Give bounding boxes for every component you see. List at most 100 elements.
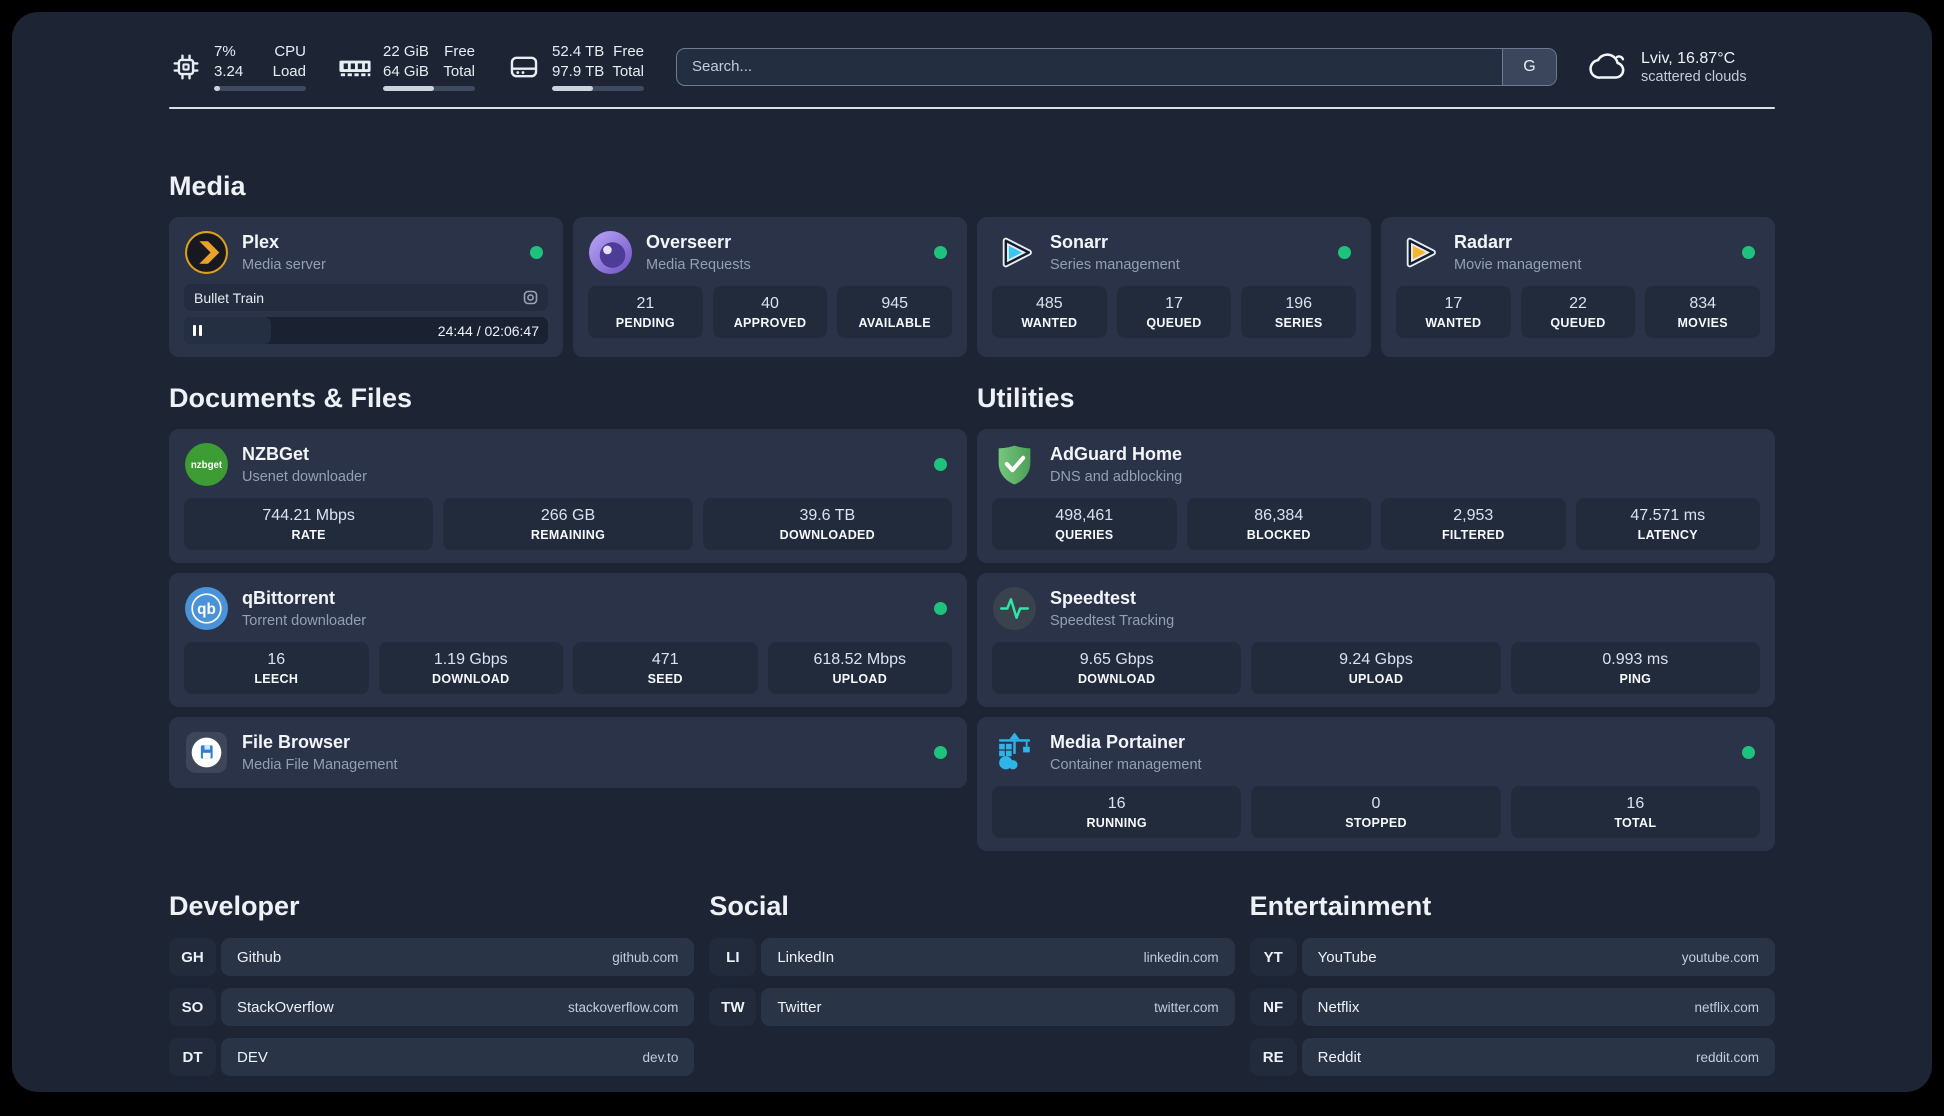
bookmark-abbr: GH: [169, 938, 216, 976]
top-bar: 7% 3.24 CPU Load: [169, 12, 1775, 91]
cloud-icon: [1589, 52, 1625, 79]
speedtest-app-link[interactable]: Speedtest Speedtest Tracking: [992, 586, 1760, 631]
bookmark-dev[interactable]: DT DEV dev.to: [169, 1038, 695, 1076]
bookmark-url: youtube.com: [1681, 949, 1759, 965]
section-heading-developer: Developer: [169, 891, 300, 921]
filebrowser-icon: [186, 732, 227, 773]
stat-label: APPROVED: [733, 315, 807, 330]
bookmark-group-developer: Developer GH Github github.com SO StackO…: [169, 891, 695, 1076]
media-grid: Plex Media server Bullet Train: [169, 217, 1775, 357]
overseerr-stats: 21 PENDING 40 APPROVED 945 AVAILABLE: [588, 286, 953, 338]
stat-box: 618.52 Mbps UPLOAD: [767, 642, 952, 694]
radarr-stats: 17 WANTED 22 QUEUED 834 MOVIES: [1396, 286, 1761, 338]
stat-box: 86,384 BLOCKED: [1186, 498, 1371, 550]
bookmark-link-body: YouTube youtube.com: [1301, 938, 1775, 976]
stat-value: 266 GB: [540, 506, 596, 524]
bookmark-url: netflix.com: [1694, 999, 1759, 1015]
disk-values: 52.4 TB 97.9 TB: [552, 42, 604, 81]
portainer-app-link[interactable]: Media Portainer Container management: [992, 730, 1742, 775]
sonarr-app-link[interactable]: Sonarr Series management: [992, 230, 1338, 275]
now-playing-time: 24:44 / 02:06:47: [437, 322, 539, 339]
radarr-titles: Radarr Movie management: [1454, 232, 1581, 273]
bookmark-stackoverflow[interactable]: SO StackOverflow stackoverflow.com: [169, 988, 695, 1026]
stat-label: RUNNING: [1086, 815, 1147, 830]
radarr-app-link[interactable]: Radarr Movie management: [1396, 230, 1742, 275]
disk-total-value: 97.9 TB: [552, 62, 605, 80]
section-heading-media: Media: [169, 171, 246, 201]
app-subtitle: Speedtest Tracking: [1050, 612, 1175, 629]
qbittorrent-app-link[interactable]: qb qBittorrent Torrent downloader: [184, 586, 934, 631]
stat-label: QUERIES: [1055, 527, 1114, 542]
speedtest-icon: [993, 587, 1036, 630]
stat-label: PENDING: [615, 315, 675, 330]
now-playing-track: Bullet Train: [194, 289, 265, 306]
stat-label: TOTAL: [1614, 815, 1657, 830]
bookmark-abbr: YT: [1249, 938, 1297, 976]
app-subtitle: Movie management: [1454, 256, 1582, 273]
bookmark-reddit[interactable]: RE Reddit reddit.com: [1249, 1038, 1775, 1076]
bookmark-group-social: Social LI LinkedIn linkedin.com TW Twitt…: [709, 891, 1235, 1026]
section-heading-entertainment: Entertainment: [1249, 891, 1432, 921]
app-subtitle: Container management: [1050, 756, 1202, 773]
stat-label: QUEUED: [1146, 315, 1202, 330]
stat-value: 834: [1689, 294, 1717, 312]
adguard-app-link[interactable]: AdGuard Home DNS and adblocking: [992, 442, 1760, 487]
cpu-values: 7% 3.24: [214, 42, 243, 81]
bookmark-url: reddit.com: [1695, 1049, 1759, 1065]
status-online-dot: [1742, 746, 1755, 759]
status-online-dot: [1742, 246, 1755, 259]
system-stats: 7% 3.24 CPU Load: [169, 42, 644, 91]
bookmark-url: twitter.com: [1154, 999, 1219, 1015]
stat-box: 0.993 ms PING: [1510, 642, 1760, 694]
bookmark-youtube[interactable]: YT YouTube youtube.com: [1249, 938, 1775, 976]
stat-value: 498,461: [1055, 506, 1114, 524]
stat-label: RATE: [291, 527, 326, 542]
sonarr-stats: 485 WANTED 17 QUEUED 196 SERIES: [992, 286, 1357, 338]
stat-value: 0.993 ms: [1602, 650, 1669, 668]
weather-location-temp: Lviv, 16.87°C: [1641, 49, 1736, 67]
stat-box: 17 QUEUED: [1116, 286, 1232, 338]
app-title: AdGuard Home: [1050, 444, 1183, 465]
stat-value: 22: [1569, 294, 1587, 312]
bookmark-twitter[interactable]: TW Twitter twitter.com: [709, 988, 1235, 1026]
bookmark-name: Github: [237, 948, 282, 966]
cpu-usage: 7%: [214, 43, 236, 60]
adguard-stats: 498,461 QUERIES 86,384 BLOCKED 2,953 FIL…: [992, 498, 1760, 550]
stat-label: LEECH: [254, 671, 299, 686]
search-input[interactable]: [677, 48, 1502, 85]
portainer-card: Media Portainer Container management 16 …: [977, 717, 1775, 851]
stat-box: 2,953 FILTERED: [1381, 498, 1566, 550]
stat-label: MOVIES: [1677, 315, 1728, 330]
bookmark-linkedin[interactable]: LI LinkedIn linkedin.com: [709, 938, 1235, 976]
bookmark-abbr: LI: [709, 938, 757, 976]
stat-label: DOWNLOAD: [1077, 671, 1156, 686]
bookmark-github[interactable]: GH Github github.com: [169, 938, 695, 976]
search-provider-button[interactable]: G: [1502, 48, 1556, 85]
bookmark-link-body: Github github.com: [221, 938, 695, 976]
app-title: Radarr: [1454, 232, 1513, 253]
plex-app-link[interactable]: Plex Media server: [184, 230, 530, 275]
bookmark-link-body: Twitter twitter.com: [761, 988, 1235, 1026]
cpu-usage-bar: [214, 86, 306, 91]
nzbget-app-link[interactable]: nzbget NZBGet Usenet downloader: [184, 442, 934, 487]
cpu-labels: CPU Load: [273, 42, 306, 81]
filebrowser-app-link[interactable]: File Browser Media File Management: [184, 730, 934, 775]
stat-label: DOWNLOAD: [432, 671, 510, 686]
filebrowser-card: File Browser Media File Management: [169, 717, 967, 788]
sonarr-titles: Sonarr Series management: [1050, 232, 1180, 273]
bookmark-link-body: Reddit reddit.com: [1301, 1038, 1775, 1076]
bookmark-url: stackoverflow.com: [568, 999, 679, 1015]
app-title: NZBGet: [242, 444, 309, 465]
app-subtitle: Media File Management: [242, 756, 398, 773]
cpu-stat: 7% 3.24 CPU Load: [169, 42, 306, 91]
memory-total-label: Total: [443, 62, 475, 80]
bookmark-url: github.com: [612, 949, 679, 965]
bookmark-netflix[interactable]: NF Netflix netflix.com: [1249, 988, 1775, 1026]
nzbget-titles: NZBGet Usenet downloader: [242, 444, 367, 485]
bookmark-abbr: DT: [169, 1038, 216, 1076]
overseerr-app-link[interactable]: Overseerr Media Requests: [588, 230, 934, 275]
bookmark-url: dev.to: [642, 1049, 679, 1065]
stat-box: 471 SEED: [573, 642, 758, 694]
speedtest-titles: Speedtest Speedtest Tracking: [1050, 588, 1174, 629]
stat-label: SEED: [647, 671, 683, 686]
